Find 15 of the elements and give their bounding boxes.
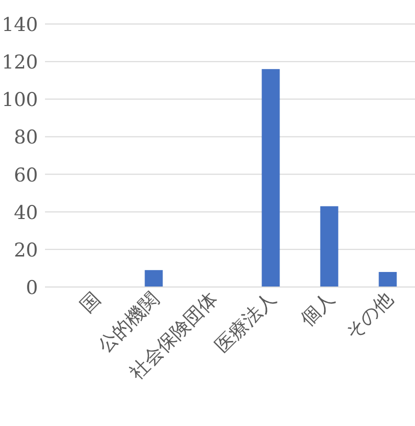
y-tick-label: 40 (14, 202, 38, 224)
y-tick-label: 80 (14, 126, 38, 149)
y-tick-label: 140 (2, 14, 38, 36)
y-tick-label: 120 (2, 52, 38, 74)
x-tick-label: 個人 (296, 288, 339, 330)
bar (262, 69, 280, 287)
bar (320, 206, 338, 287)
y-tick-label: 0 (26, 277, 38, 299)
bar (144, 270, 163, 287)
y-tick-label: 60 (14, 164, 38, 186)
x-tick-label: 国 (76, 288, 105, 317)
bar (378, 272, 397, 287)
y-tick-label: 20 (14, 239, 38, 262)
y-tick-label: 100 (2, 89, 38, 112)
x-tick-label: その他 (341, 288, 398, 344)
